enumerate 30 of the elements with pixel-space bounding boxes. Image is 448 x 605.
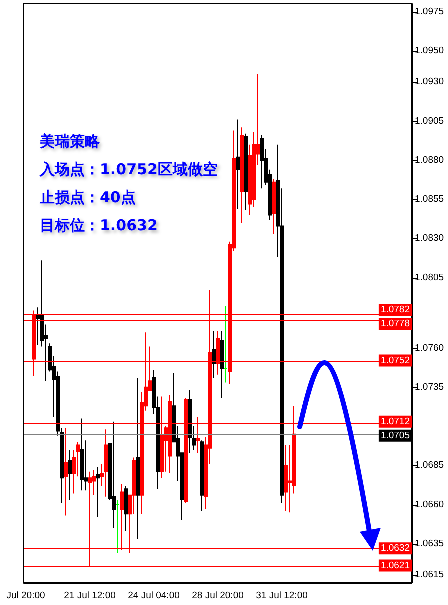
annotation: 美瑞策略 [39,132,101,150]
y-tick-label: 1.0615 [415,570,444,581]
y-tick-label: 1.0735 [415,382,444,393]
ref-line-label: 1.0705 [380,430,410,442]
x-tick-label: 28 Jul 20:00 [192,590,244,602]
x-tick-label: 24 Jul 04:00 [128,590,180,602]
ref-line-label: 1.0782 [380,304,410,316]
ref-line-label: 1.0778 [380,318,410,330]
y-tick-label: 1.0975 [415,6,444,18]
x-tick-label: Jul 20:00 [6,590,46,602]
y-tick-label: 1.0760 [415,342,444,354]
annotation: 止损点：40点 [39,188,136,206]
y-tick-label: 1.0805 [415,272,444,284]
ref-line-label: 1.0712 [380,416,410,428]
annotation: 目标位：1.0632 [40,216,158,234]
y-tick-label: 1.0830 [415,233,444,244]
x-tick-label: 31 Jul 12:00 [256,590,308,602]
y-tick-label: 1.0855 [415,194,444,206]
x-tick-label: 21 Jul 12:00 [64,590,116,602]
ref-line-label: 1.0752 [380,355,410,366]
y-tick-label: 1.0635 [415,538,444,550]
y-tick-label: 1.0880 [415,154,444,166]
ref-line-label: 1.0621 [380,560,410,572]
y-tick-label: 1.0950 [415,45,444,56]
y-tick-label: 1.0905 [415,116,444,127]
y-tick-label: 1.0685 [415,460,444,472]
y-tick-label: 1.0930 [415,76,444,88]
y-tick-label: 1.0660 [415,499,444,510]
ref-line-label: 1.0632 [380,543,410,554]
annotation: 入场点：1.0752区域做空 [39,160,218,178]
